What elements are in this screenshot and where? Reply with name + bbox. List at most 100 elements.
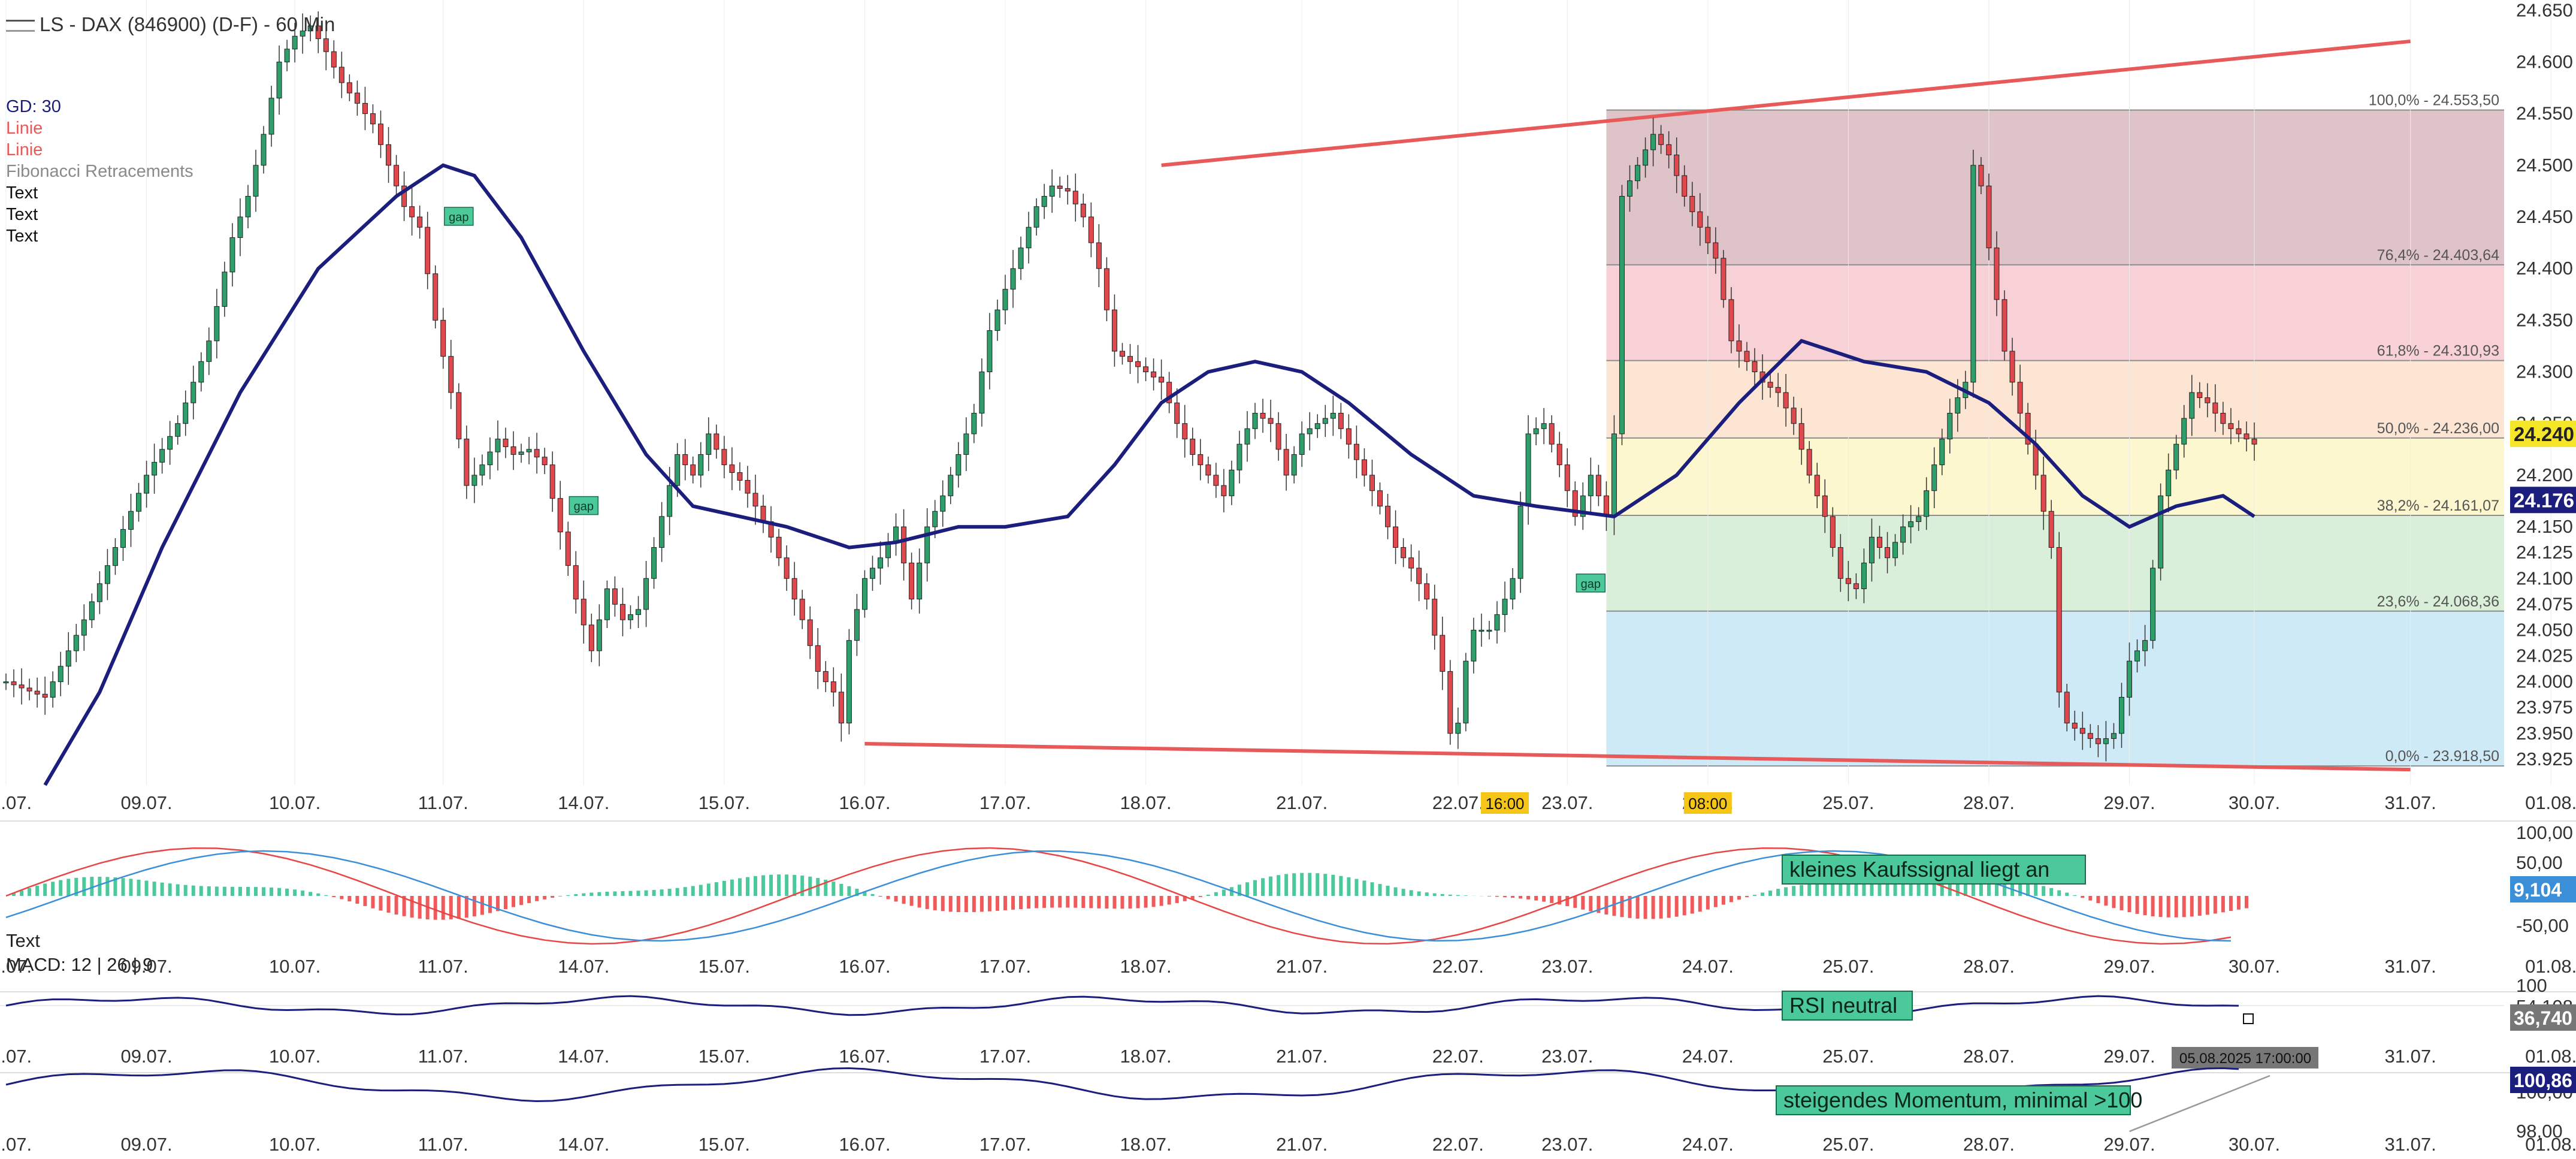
candle xyxy=(2040,475,2046,512)
macd-hist xyxy=(1487,896,1491,897)
date-tick: 18.07. xyxy=(1120,1046,1171,1067)
fib-band xyxy=(1606,264,2504,361)
macd-hist xyxy=(1393,887,1398,896)
candle xyxy=(495,439,501,452)
candle xyxy=(2236,428,2242,434)
macd-hist xyxy=(714,882,718,896)
candle xyxy=(1603,495,1609,517)
candle xyxy=(1408,557,1414,569)
date-tick: 29.07. xyxy=(2103,1046,2155,1067)
legend-item-line[interactable]: Linie xyxy=(6,140,43,159)
macd-hist xyxy=(855,889,859,896)
time-marker-1-bg xyxy=(1481,792,1529,814)
date-tick: 24.07. xyxy=(1682,956,1734,977)
candle xyxy=(1213,475,1219,486)
candle xyxy=(1049,185,1055,197)
candle xyxy=(1151,372,1157,378)
macd-hist xyxy=(1994,880,1998,896)
candle xyxy=(1924,490,1930,517)
legend-item-text[interactable]: Text xyxy=(6,183,38,203)
candle xyxy=(50,681,56,698)
macd-hist xyxy=(1604,896,1609,915)
cursor-time: 05.08.2025 17:00:00 xyxy=(2179,1051,2311,1067)
candle xyxy=(1572,490,1578,517)
candle xyxy=(2158,495,2164,569)
candle xyxy=(89,601,95,620)
macd-hist xyxy=(410,896,414,918)
candle xyxy=(1065,188,1071,192)
date-tick: 09.07. xyxy=(120,956,172,977)
macd-hist xyxy=(1323,874,1328,896)
macd-hist xyxy=(535,896,539,901)
date-tick: 09.07. xyxy=(120,1134,172,1155)
legend-item-ma[interactable]: GD: 30 xyxy=(6,97,61,116)
macd-hist xyxy=(902,896,906,904)
date-tick: 31.07. xyxy=(2385,956,2436,977)
macd-hist xyxy=(191,885,195,896)
macd-hist xyxy=(1916,883,1921,896)
legend-item-fibonacci[interactable]: Fibonacci Retracements xyxy=(6,162,193,181)
candle xyxy=(588,624,594,651)
candle xyxy=(979,372,985,414)
trendlines[interactable] xyxy=(864,39,2411,772)
candle xyxy=(1947,412,1953,440)
candle xyxy=(2173,443,2179,470)
date-tick: 31.07. xyxy=(2385,792,2436,813)
legend-item-line[interactable]: Linie xyxy=(6,119,43,138)
candle xyxy=(573,565,579,600)
price-tick: 23.975 xyxy=(2516,697,2573,718)
macd-hist xyxy=(1987,879,1991,896)
price-tick: 24.125 xyxy=(2516,542,2573,563)
date-tick: 28.07. xyxy=(1963,956,2015,977)
macd-hist xyxy=(1440,894,1444,896)
macd-hist xyxy=(1151,896,1156,907)
macd-hist xyxy=(2018,882,2022,896)
date-tick: 01.08. xyxy=(2525,1046,2576,1067)
legend-item-text[interactable]: Text xyxy=(6,205,38,224)
candle xyxy=(1752,361,1758,373)
candle xyxy=(440,319,446,357)
candle xyxy=(1564,464,1570,491)
candle xyxy=(276,61,282,99)
macd-hist xyxy=(1222,889,1226,896)
candle xyxy=(752,493,758,507)
macd-hist xyxy=(1159,896,1163,906)
candle xyxy=(503,439,509,447)
candle xyxy=(2001,299,2007,352)
candle xyxy=(807,619,813,646)
candle xyxy=(152,461,158,476)
candle xyxy=(2064,692,2070,724)
sub-panels: MACD: 12 | 26 | 9 Text 100,00 50,00 -50,00 9,… xyxy=(0,820,2576,1155)
macd-hist xyxy=(1425,892,1429,896)
date-tick: 29.07. xyxy=(2103,956,2155,977)
macd-hist xyxy=(816,878,820,896)
legend-item-text[interactable]: Text xyxy=(6,227,38,246)
candle xyxy=(2087,733,2093,739)
macd-hist xyxy=(324,895,328,896)
candle xyxy=(1416,568,1422,584)
macd-hist xyxy=(519,896,524,906)
fibonacci-labels: 100,0% - 24.553,50 76,4% - 24.403,64 61,8%… xyxy=(2369,92,2499,765)
macd-hist xyxy=(1924,883,1928,896)
macd-hist xyxy=(1635,896,1640,919)
fib-label: 38,2% - 24.161,07 xyxy=(2377,497,2499,514)
macd-hist xyxy=(1144,896,1148,908)
candle xyxy=(1549,423,1555,445)
macd-hist xyxy=(1674,896,1679,917)
macd-hist xyxy=(355,896,359,904)
candle xyxy=(1346,428,1352,445)
macd-tick: 50,00 xyxy=(2516,852,2563,873)
macd-hist xyxy=(316,893,321,896)
candle xyxy=(924,526,930,563)
macd-hist xyxy=(699,885,703,896)
momentum-value-badge-bg xyxy=(2510,1067,2576,1093)
macd-hist xyxy=(472,896,476,917)
macd-hist xyxy=(2112,896,2116,909)
date-tick: 10.07. xyxy=(269,1046,321,1067)
candle xyxy=(1713,242,1719,259)
chart-type-icon[interactable] xyxy=(6,20,35,32)
date-tick: 23.07. xyxy=(1541,1046,1593,1067)
date-tick: 16.07. xyxy=(839,792,890,813)
candle xyxy=(1830,516,1836,548)
